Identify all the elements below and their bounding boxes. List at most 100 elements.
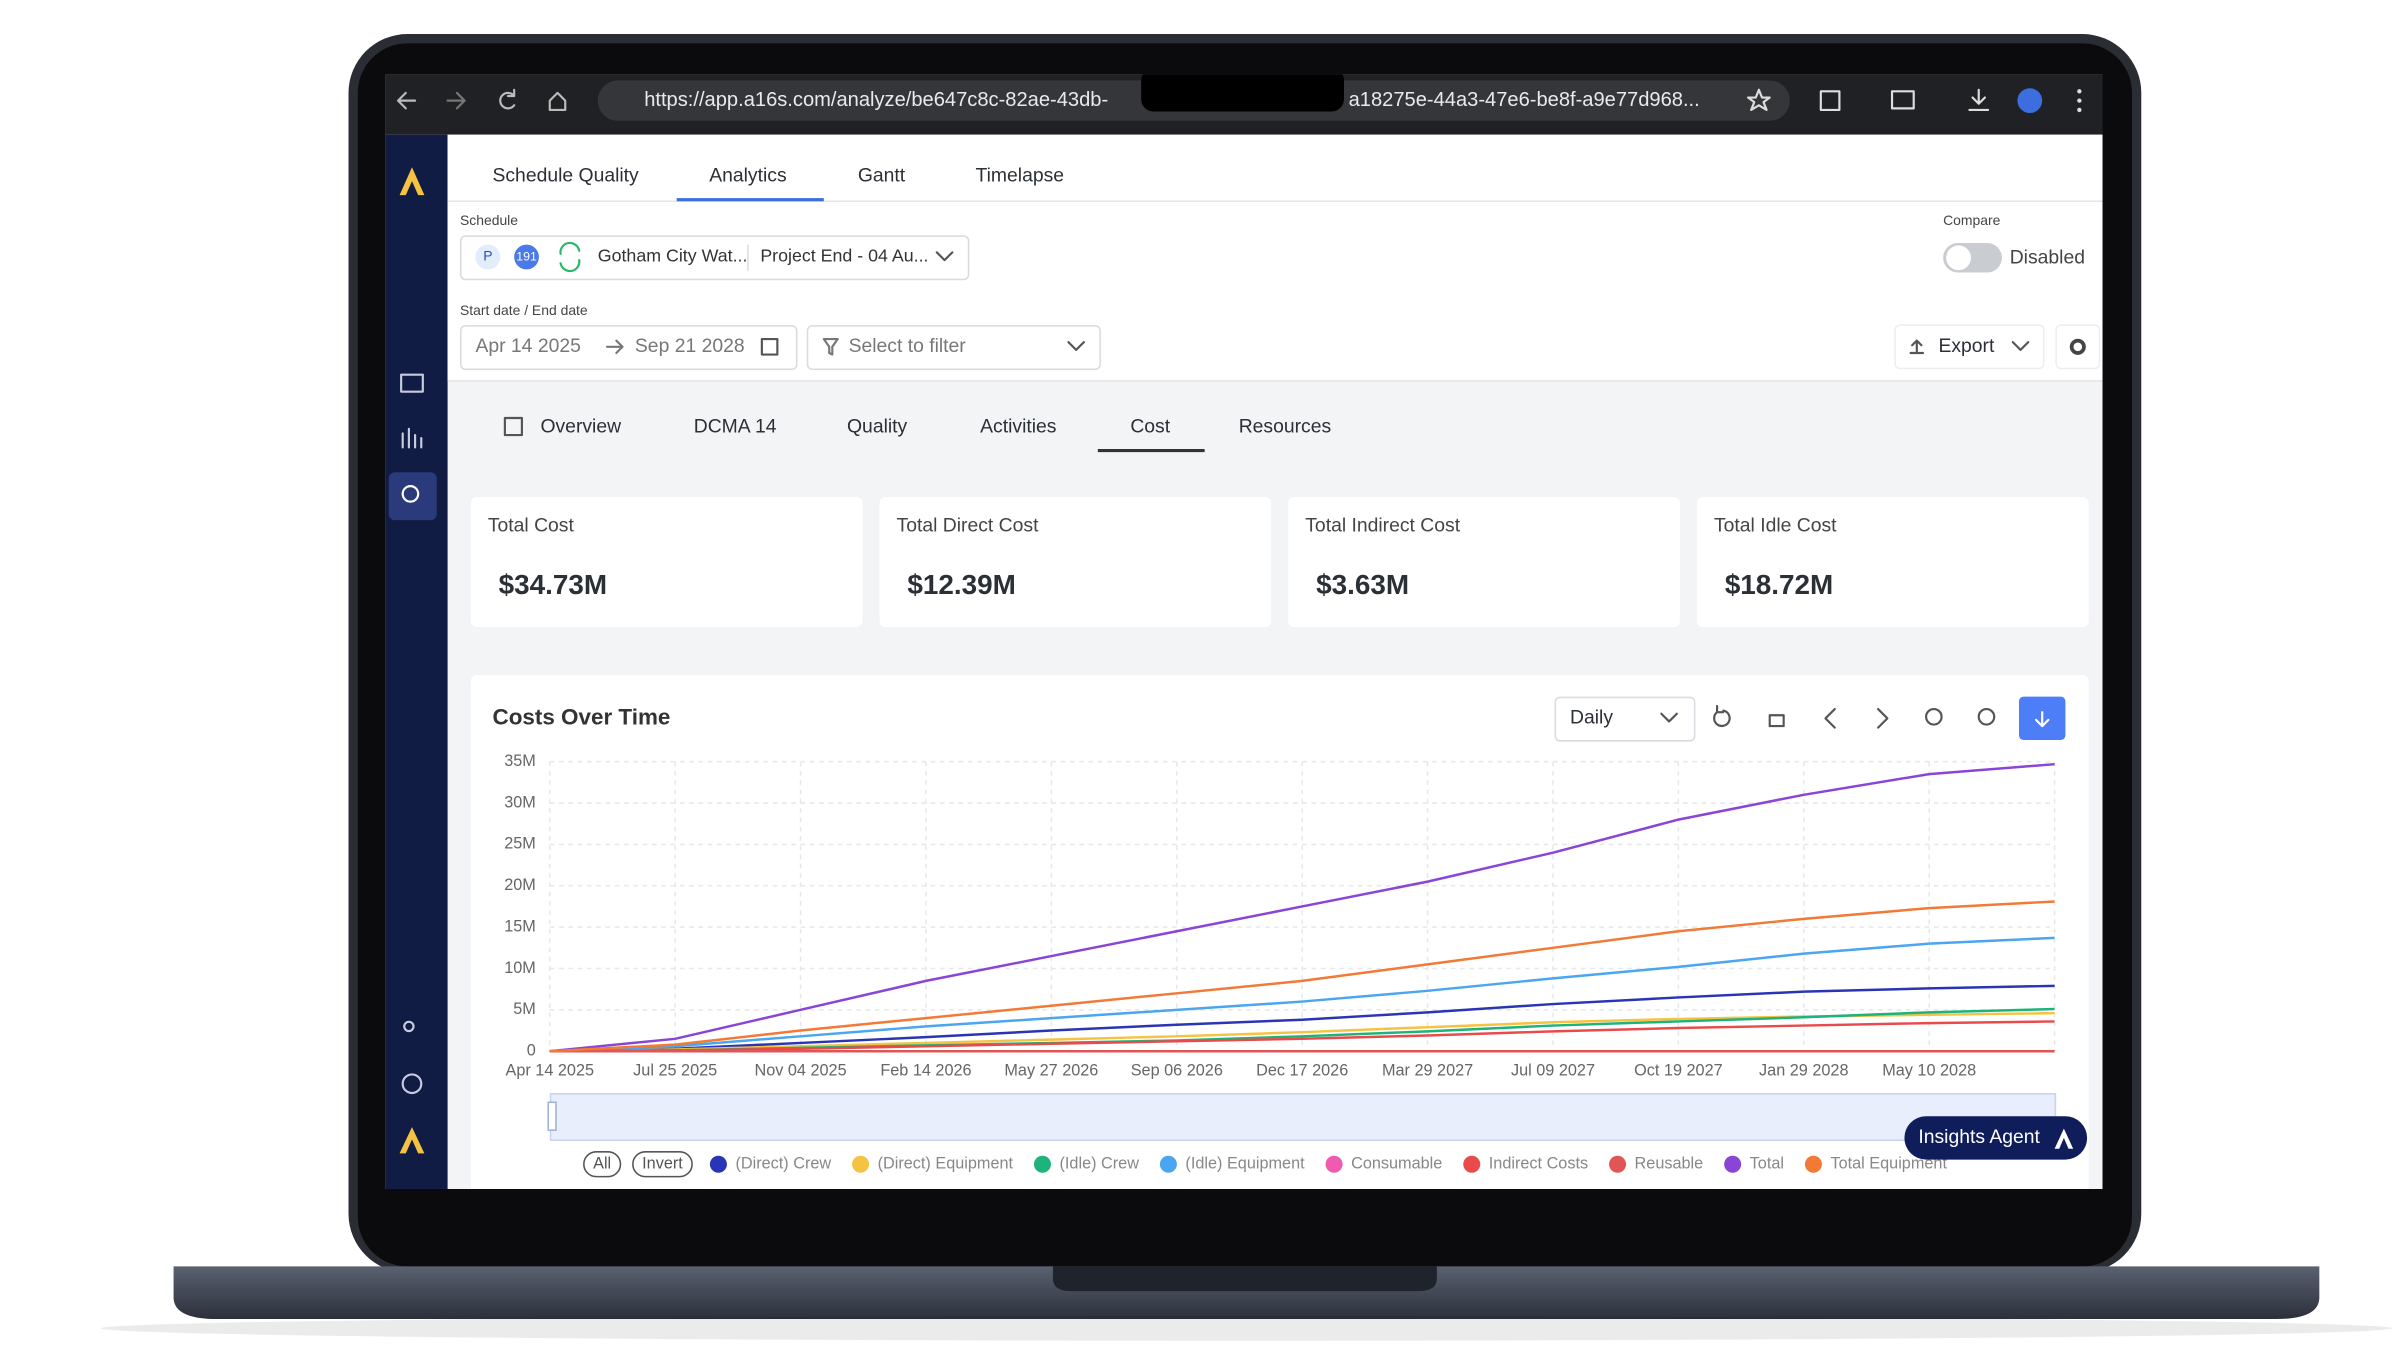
x-tick-label: May 10 2028 bbox=[1882, 1062, 1976, 1080]
x-tick-label: Nov 04 2025 bbox=[754, 1062, 846, 1080]
legend-label[interactable]: Consumable bbox=[1351, 1155, 1442, 1173]
help-icon[interactable] bbox=[401, 1073, 423, 1095]
x-tick-label: Mar 29 2027 bbox=[1382, 1062, 1473, 1080]
download-button[interactable] bbox=[1968, 88, 1990, 112]
field-label: Start date / End date bbox=[460, 302, 588, 318]
legend-label[interactable]: Reusable bbox=[1635, 1155, 1704, 1173]
next-button[interactable] bbox=[1877, 707, 1889, 729]
camera-notch bbox=[1141, 74, 1344, 112]
legend-label[interactable]: (Idle) Equipment bbox=[1185, 1155, 1305, 1173]
laptop-base bbox=[173, 1266, 2320, 1320]
legend-button[interactable] bbox=[632, 1151, 693, 1178]
legend-swatch[interactable] bbox=[852, 1155, 870, 1173]
download-icon bbox=[2034, 711, 2050, 728]
card-value: $12.39M bbox=[907, 569, 1015, 600]
filter-icon bbox=[822, 337, 839, 356]
url-text: https://app.a16s.com/analyze/be647c8c-82… bbox=[644, 89, 1108, 111]
subtab[interactable]: Resources bbox=[1239, 415, 1331, 437]
series-line bbox=[549, 936, 2055, 1053]
filter-select[interactable] bbox=[806, 325, 1101, 371]
profile-avatar[interactable] bbox=[2017, 88, 2043, 114]
legend-swatch[interactable] bbox=[1463, 1155, 1481, 1173]
subtab[interactable]: Activities bbox=[980, 415, 1056, 437]
home-button[interactable] bbox=[548, 91, 567, 112]
legend-label[interactable]: (Direct) Equipment bbox=[878, 1155, 1014, 1173]
legend-button-label[interactable]: All bbox=[593, 1155, 611, 1173]
menu-dot bbox=[2077, 107, 2082, 113]
chart-title: Costs Over Time bbox=[492, 704, 670, 729]
legend-swatch[interactable] bbox=[1804, 1155, 1822, 1173]
extensions-button[interactable] bbox=[1819, 90, 1841, 112]
legend: All Invert (Direct) Crew (Direct) Equipment… bbox=[583, 1151, 1947, 1178]
legend-swatch[interactable] bbox=[1325, 1155, 1343, 1173]
card bbox=[470, 496, 863, 628]
x-tick-label: Dec 17 2026 bbox=[1256, 1062, 1348, 1080]
subtab[interactable]: DCMA 14 bbox=[694, 415, 777, 437]
badge-text: P bbox=[483, 248, 492, 264]
x-tick-label: Apr 14 2025 bbox=[505, 1062, 594, 1080]
subtab[interactable]: Overview bbox=[540, 415, 622, 437]
export-button[interactable] bbox=[1894, 324, 2045, 370]
y-tick-label: 5M bbox=[513, 1000, 536, 1018]
cast-button[interactable] bbox=[1890, 90, 1915, 110]
series-line bbox=[549, 984, 2055, 1053]
tab[interactable]: Analytics bbox=[709, 165, 786, 187]
date-range[interactable] bbox=[459, 325, 798, 371]
chevron bbox=[935, 251, 954, 262]
zoom-in-button[interactable] bbox=[1925, 707, 1943, 726]
menu-button[interactable] bbox=[2077, 89, 2082, 94]
nav-icon[interactable] bbox=[401, 427, 423, 449]
legend-label[interactable]: (Idle) Crew bbox=[1060, 1155, 1140, 1173]
badge bbox=[514, 244, 539, 270]
legend-label[interactable]: Total Equipment bbox=[1830, 1155, 1947, 1173]
chevron bbox=[2011, 341, 2030, 351]
tab[interactable]: Timelapse bbox=[976, 165, 1065, 187]
chevron bbox=[1660, 712, 1678, 723]
legend-swatch[interactable] bbox=[1159, 1155, 1177, 1173]
zoom-slider[interactable] bbox=[549, 1093, 2057, 1141]
legend-swatch[interactable] bbox=[1724, 1155, 1742, 1173]
y-tick-label: 20M bbox=[504, 876, 536, 894]
card-title: Total Cost bbox=[488, 514, 575, 536]
nav-icon[interactable] bbox=[400, 373, 424, 393]
tab[interactable]: Schedule Quality bbox=[492, 165, 639, 187]
insights-button[interactable] bbox=[1904, 1116, 2088, 1160]
forward-button[interactable] bbox=[446, 91, 466, 110]
legend-button-label[interactable]: Invert bbox=[642, 1155, 683, 1173]
slider-handle[interactable] bbox=[547, 1101, 557, 1131]
nav-icon bbox=[401, 485, 420, 503]
compare-state: Disabled bbox=[2010, 247, 2085, 269]
logo[interactable] bbox=[399, 1127, 425, 1154]
legend-label[interactable]: (Direct) Crew bbox=[735, 1155, 831, 1173]
export-label: Export bbox=[1938, 335, 1995, 357]
zoom-out-button[interactable] bbox=[1977, 707, 1996, 726]
reset-button[interactable] bbox=[1713, 704, 1731, 728]
nav-active[interactable] bbox=[388, 472, 437, 521]
reload-button[interactable] bbox=[499, 88, 516, 110]
back-button[interactable] bbox=[396, 91, 417, 110]
lock-button[interactable] bbox=[1768, 714, 1785, 728]
bookmark-button[interactable] bbox=[1746, 88, 1771, 112]
legend-swatch[interactable] bbox=[709, 1155, 727, 1173]
start-date: Apr 14 2025 bbox=[475, 335, 580, 357]
subtab[interactable]: Quality bbox=[847, 415, 908, 437]
legend-swatch[interactable] bbox=[1609, 1155, 1627, 1173]
nav-icon[interactable] bbox=[403, 1020, 415, 1033]
card-title: Total Indirect Cost bbox=[1305, 514, 1460, 536]
schedule-name: Gotham City Wat... bbox=[598, 246, 748, 266]
arrow bbox=[605, 339, 624, 355]
schedule-select[interactable] bbox=[459, 235, 970, 281]
settings-button[interactable] bbox=[2055, 324, 2101, 370]
legend-label[interactable]: Total bbox=[1750, 1155, 1784, 1173]
legend-label[interactable]: Indirect Costs bbox=[1489, 1155, 1588, 1173]
tab[interactable]: Gantt bbox=[858, 165, 906, 187]
prev-button[interactable] bbox=[1824, 707, 1836, 729]
logo[interactable] bbox=[399, 167, 425, 196]
subtab[interactable]: Cost bbox=[1130, 415, 1170, 437]
cards: Total Cost $34.73M Total Direct Cost $12.39… bbox=[470, 496, 2089, 628]
legend-swatch[interactable] bbox=[1033, 1155, 1051, 1173]
legend-button[interactable] bbox=[583, 1151, 622, 1178]
interval-select[interactable] bbox=[1554, 696, 1696, 742]
y-tick-label: 0 bbox=[527, 1042, 536, 1060]
